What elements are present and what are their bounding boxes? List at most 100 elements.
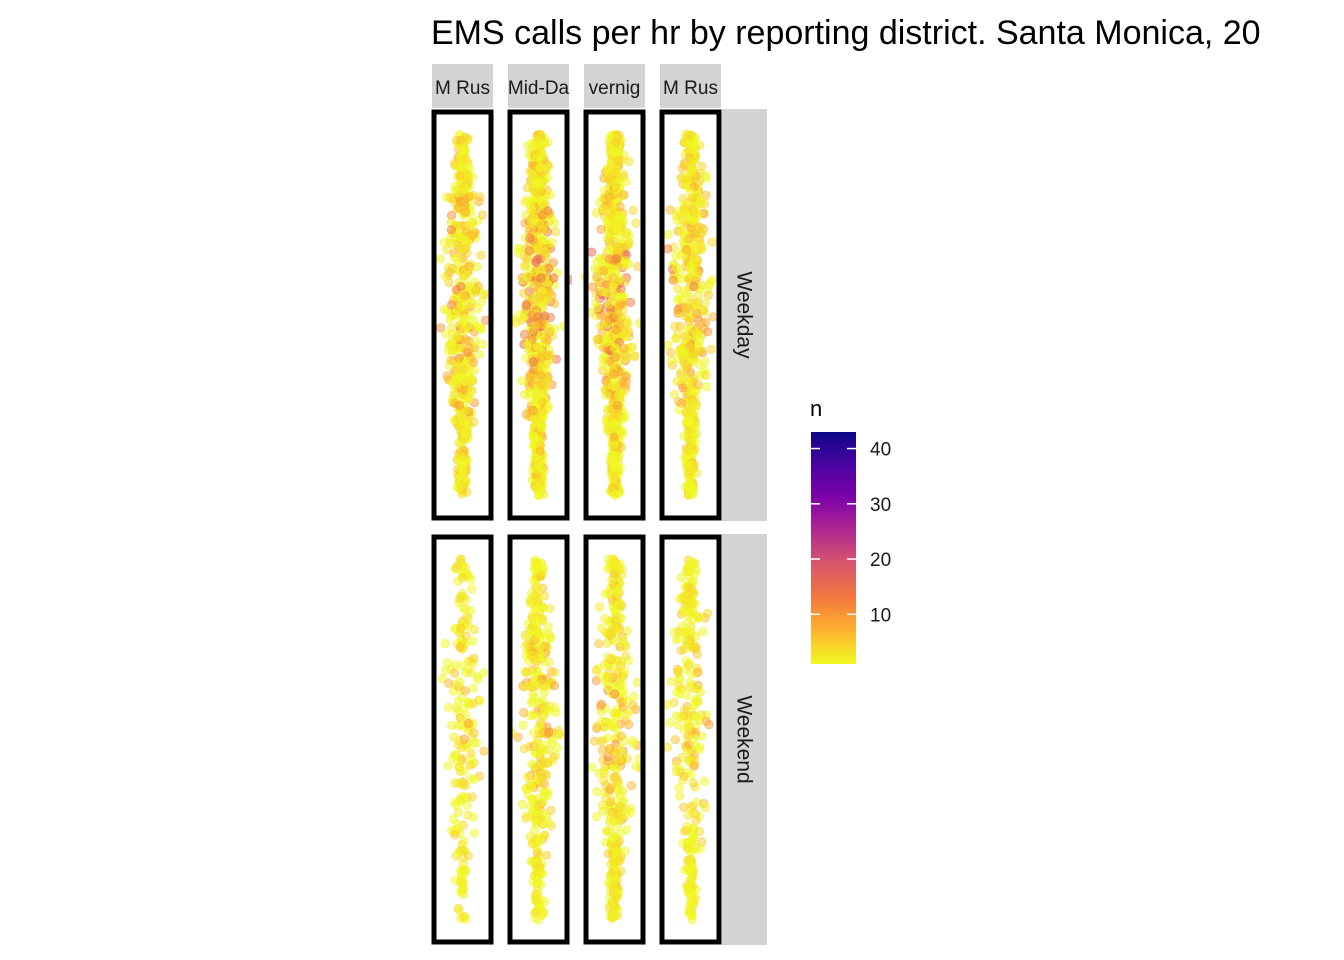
scatter-point [703, 327, 713, 337]
scatter-point [696, 196, 706, 206]
scatter-point [474, 196, 484, 207]
scatter-point [672, 295, 683, 305]
scatter-point [673, 666, 683, 676]
scatter-point [612, 225, 622, 236]
scatter-point [628, 700, 638, 710]
scatter-point [703, 290, 714, 300]
scatter-point [682, 691, 692, 701]
scatter-point [668, 275, 678, 285]
scatter-point [531, 738, 541, 748]
scatter-point [611, 352, 621, 362]
scatter-point [457, 561, 468, 571]
scatter-point [607, 833, 617, 843]
facet-label: M Rus [435, 78, 490, 99]
scatter-point [548, 737, 558, 748]
scatter-point [696, 346, 707, 356]
scatter-point [617, 429, 628, 440]
scatter-point [524, 246, 535, 256]
scatter-point [448, 753, 458, 763]
panel-border [507, 109, 570, 521]
scatter-point [701, 716, 712, 727]
scatter-point [528, 681, 539, 691]
scatter-point [689, 254, 699, 264]
scatter-point [539, 657, 549, 667]
scatter-point [458, 466, 468, 476]
scatter-point [680, 302, 690, 312]
scatter-point [456, 135, 466, 145]
scatter-point [665, 205, 675, 215]
scatter-point [467, 217, 477, 228]
scatter-point [679, 771, 689, 781]
scatter-point [455, 170, 465, 180]
facet-strip-column: vernig [584, 64, 645, 108]
scatter-point [597, 716, 607, 726]
scatter-point [683, 908, 693, 918]
scatter-point [513, 243, 524, 253]
scatter-point [533, 801, 543, 811]
scatter-point [603, 425, 613, 435]
scatter-point [467, 385, 477, 395]
scatter-point [460, 359, 470, 369]
scatter-point [688, 808, 698, 818]
scatter-point [460, 336, 470, 346]
scatter-point [685, 626, 696, 637]
scatter-point [689, 700, 699, 710]
scatter-point [523, 772, 533, 782]
scatter-point [693, 329, 703, 340]
scatter-point [538, 199, 548, 209]
scatter-point [682, 324, 692, 334]
scatter-point [474, 349, 484, 359]
scatter-point [707, 237, 717, 247]
scatter-point [588, 282, 598, 292]
scatter-point [440, 638, 450, 649]
panel-border [431, 109, 494, 521]
scatter-point [604, 682, 614, 692]
scatter-point [467, 584, 477, 594]
scatter-point [463, 175, 473, 186]
scatter-point [611, 325, 621, 335]
scatter-point [528, 839, 538, 849]
scatter-point [453, 903, 463, 914]
scatter-point [446, 225, 456, 235]
scatter-point [461, 780, 471, 790]
scatter-point [604, 254, 614, 264]
scatter-point [679, 310, 689, 321]
scatter-point [688, 349, 698, 359]
scatter-point [632, 677, 643, 688]
scatter-point [455, 642, 465, 652]
scatter-point [458, 291, 468, 301]
scatter-point [675, 791, 685, 801]
panel-border [659, 109, 722, 521]
scatter-point [462, 487, 472, 497]
scatter-point [692, 308, 702, 319]
scatter-point [545, 326, 555, 336]
scatter-point [601, 390, 611, 400]
scatter-point [543, 401, 553, 412]
scatter-point [477, 210, 487, 220]
scatter-point [683, 723, 693, 733]
scatter-point [621, 651, 631, 661]
scatter-point [591, 812, 602, 822]
scatter-point [631, 761, 641, 772]
scatter-point [678, 215, 688, 225]
scatter-point [555, 730, 565, 740]
scatter-point [540, 787, 551, 798]
scatter-point [603, 299, 614, 309]
scatter-point [457, 589, 467, 599]
scatter-point [675, 226, 685, 236]
scatter-point [676, 645, 686, 656]
scatter-point [603, 652, 613, 662]
scatter-point [548, 752, 558, 763]
facet-strip-row: Weekday [722, 109, 767, 521]
scatter-point [603, 672, 614, 683]
scatter-point [612, 242, 623, 252]
scatter-point [679, 802, 689, 812]
scatter-point [466, 759, 476, 769]
scatter-point [605, 210, 616, 220]
scatter-point [611, 489, 621, 499]
scatter-point [526, 781, 537, 791]
scatter-point [461, 235, 471, 245]
facet-panel [659, 109, 722, 521]
scatter-point [519, 329, 530, 340]
